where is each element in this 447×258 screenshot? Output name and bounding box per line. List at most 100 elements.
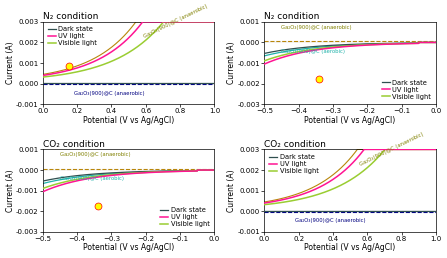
Visible light (96, 64, 101, 68)
Text: N₂ condition: N₂ condition (264, 12, 320, 21)
Dark state (317, 209, 323, 213)
UV light (433, 41, 439, 44)
Visible light (108, 173, 114, 176)
UV light (317, 48, 323, 51)
Y-axis label: Current (A): Current (A) (227, 169, 236, 212)
Dark state (317, 45, 323, 48)
UV light (165, 170, 170, 173)
UV light (108, 174, 114, 177)
Dark state (433, 209, 439, 213)
Text: Ga₂O₃(900)@C (anaerobic): Ga₂O₃(900)@C (anaerobic) (60, 152, 131, 157)
Visible light (164, 170, 169, 173)
UV light (433, 148, 439, 151)
Visible light (261, 203, 267, 206)
Dark state (385, 42, 391, 45)
UV light (164, 170, 169, 173)
Dark state (195, 168, 200, 172)
Visible light (108, 60, 114, 63)
Visible light (382, 148, 388, 151)
X-axis label: Potential (V vs Ag/AgCl): Potential (V vs Ag/AgCl) (83, 116, 174, 125)
UV light (61, 70, 66, 73)
Visible light (317, 192, 323, 195)
Line: Visible light: Visible light (43, 22, 215, 77)
Dark state (433, 41, 439, 44)
Visible light (165, 20, 171, 23)
Line: UV light: UV light (264, 42, 436, 64)
Line: UV light: UV light (43, 22, 215, 75)
Visible light (385, 42, 391, 45)
UV light (140, 20, 146, 23)
Visible light (40, 76, 46, 79)
Visible light (195, 168, 200, 172)
UV light (282, 198, 287, 201)
Dark state (165, 82, 170, 85)
Visible light (386, 148, 391, 151)
X-axis label: Potential (V vs Ag/AgCl): Potential (V vs Ag/AgCl) (83, 244, 174, 252)
UV light (212, 168, 217, 172)
Dark state (386, 42, 392, 45)
UV light (317, 185, 323, 188)
UV light (329, 46, 335, 49)
Visible light (61, 73, 66, 76)
Dark state (108, 82, 114, 85)
Y-axis label: Current (A): Current (A) (5, 42, 15, 84)
Dark state (282, 48, 287, 51)
Dark state (40, 180, 46, 183)
Visible light (329, 46, 335, 49)
Text: N₂ condition: N₂ condition (43, 12, 98, 21)
Y-axis label: Current (A): Current (A) (5, 169, 15, 212)
Dark state (261, 52, 267, 55)
Dark state (212, 168, 217, 172)
Legend: Dark state, UV light, Visible light: Dark state, UV light, Visible light (268, 153, 320, 175)
Line: UV light: UV light (264, 149, 436, 203)
UV light (40, 74, 46, 77)
Visible light (261, 59, 267, 62)
Line: UV light: UV light (43, 170, 215, 192)
Legend: Dark state, UV light, Visible light: Dark state, UV light, Visible light (159, 206, 211, 229)
Visible light (282, 53, 287, 56)
Y-axis label: Current (A): Current (A) (227, 42, 236, 84)
X-axis label: Potential (V vs Ag/AgCl): Potential (V vs Ag/AgCl) (304, 244, 396, 252)
Visible light (387, 148, 392, 151)
Dark state (261, 209, 267, 213)
Dark state (164, 170, 169, 173)
Text: Ga₂O₃(900)@C (anaerobic): Ga₂O₃(900)@C (anaerobic) (74, 91, 144, 96)
UV light (386, 148, 391, 151)
Dark state (385, 209, 391, 213)
Dark state (329, 209, 335, 213)
Dark state (148, 170, 153, 173)
UV light (282, 55, 287, 58)
Dark state (61, 82, 66, 85)
UV light (385, 43, 391, 46)
Visible light (317, 47, 323, 50)
Text: CO₂ condition: CO₂ condition (264, 140, 326, 149)
UV light (370, 148, 375, 151)
Visible light (61, 181, 66, 184)
Dark state (282, 209, 287, 213)
Dark state (96, 172, 101, 175)
UV light (96, 58, 101, 61)
Visible light (148, 34, 153, 37)
Visible light (282, 200, 287, 204)
Line: Dark state: Dark state (264, 42, 436, 53)
UV light (164, 20, 170, 23)
Visible light (165, 170, 170, 173)
UV light (108, 51, 114, 54)
Visible light (386, 42, 392, 45)
Text: Ga₂O₃(900)@C (anaerobic): Ga₂O₃(900)@C (anaerobic) (142, 4, 208, 39)
Visible light (212, 168, 217, 172)
Legend: Dark state, UV light, Visible light: Dark state, UV light, Visible light (46, 25, 98, 48)
Dark state (370, 42, 375, 45)
UV light (362, 148, 367, 151)
UV light (416, 41, 422, 44)
Visible light (433, 41, 439, 44)
UV light (40, 190, 46, 193)
UV light (387, 148, 392, 151)
UV light (261, 201, 267, 205)
Dark state (108, 171, 114, 174)
UV light (148, 20, 154, 23)
Text: Ga₂O₃(900)@C (aerobic): Ga₂O₃(900)@C (aerobic) (60, 176, 124, 181)
Visible light (416, 41, 422, 44)
Dark state (329, 44, 335, 47)
Legend: Dark state, UV light, Visible light: Dark state, UV light, Visible light (380, 78, 433, 101)
